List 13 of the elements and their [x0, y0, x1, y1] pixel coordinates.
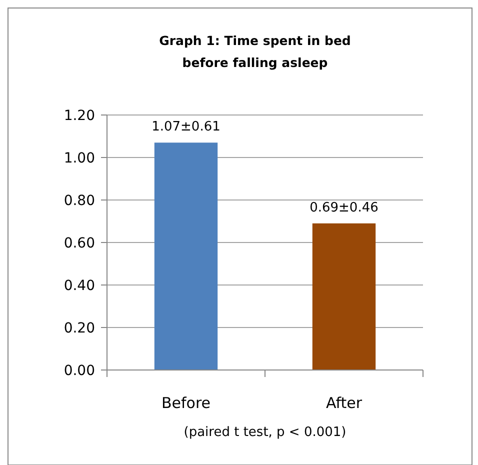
y-tick-label: 0.40: [64, 278, 95, 294]
data-label: 0.69±0.46: [310, 200, 378, 216]
x-tick-label: After: [326, 394, 363, 412]
y-tick-label: 0.60: [64, 235, 95, 252]
x-tick-label: Before: [161, 394, 211, 412]
data-label: 1.07±0.61: [152, 120, 220, 135]
y-tick-label: 1.00: [64, 150, 95, 166]
y-tick-label: 0.00: [64, 362, 95, 379]
y-tick-label: 0.20: [64, 320, 95, 336]
chart-title: Graph 1: Time spent in bed before falling asleep: [159, 33, 351, 70]
x-axis-title: (paired t test, p < 0.001): [184, 425, 346, 440]
y-tick-label: 1.20: [64, 108, 95, 124]
y-tick-label: 0.80: [64, 192, 95, 209]
